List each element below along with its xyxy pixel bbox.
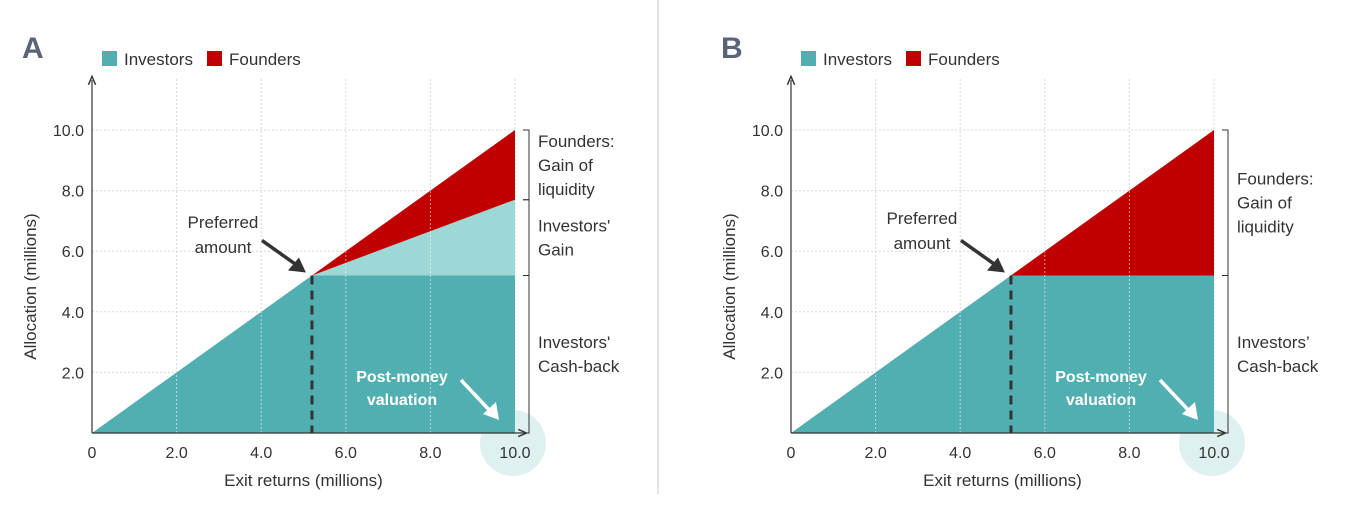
x-tick-label: 10.0	[499, 445, 530, 462]
post-money-arrow-shaft	[1158, 378, 1194, 416]
bracket	[523, 129, 530, 201]
y-tick-label: 6.0	[761, 244, 783, 261]
post-money-arrow-head	[483, 402, 499, 420]
post-money-label: valuation	[1066, 392, 1136, 409]
bracket-label: Cash-back	[1237, 357, 1319, 376]
y-tick-label: 4.0	[62, 305, 84, 322]
investors-area	[92, 275, 515, 433]
investors-gain-area	[311, 199, 515, 276]
post-money-label: Post-money	[1055, 369, 1147, 386]
y-tick-label: 8.0	[761, 184, 783, 201]
bracket	[523, 274, 530, 434]
preferred-amount-label: amount	[894, 234, 951, 253]
x-tick-label: 4.0	[250, 445, 272, 462]
bracket-label: liquidity	[1237, 218, 1294, 237]
legend-label: Investors	[124, 50, 193, 69]
legend-swatch	[206, 51, 222, 66]
panel-letter: B	[721, 32, 743, 65]
legend-swatch	[102, 51, 117, 66]
x-tick-label: 0	[88, 445, 97, 462]
bracket	[1222, 129, 1229, 276]
post-money-label: valuation	[367, 392, 437, 409]
x-tick-label: 6.0	[335, 445, 357, 462]
legend-label: Founders	[928, 50, 1000, 69]
preferred-arrow-shaft	[959, 239, 1000, 269]
legend-swatch	[905, 51, 921, 66]
bracket-label: Cash-back	[538, 357, 620, 376]
legend-swatch	[801, 51, 816, 66]
panel-letter: A	[22, 32, 44, 65]
preferred-arrow-head	[986, 257, 1005, 273]
post-money-label: Post-money	[356, 369, 448, 386]
bracket-label: Investors'	[538, 333, 610, 352]
y-tick-label: 2.0	[761, 365, 783, 382]
y-axis-label: Allocation (millions)	[720, 213, 739, 359]
y-tick-label: 4.0	[761, 305, 783, 322]
y-tick-label: 6.0	[62, 244, 84, 261]
x-tick-label: 2.0	[165, 445, 187, 462]
bracket-label: liquidity	[538, 180, 595, 199]
bracket-label: Gain of	[538, 156, 593, 175]
y-axis-label: Allocation (millions)	[21, 213, 40, 359]
bracket-label: Gain	[538, 241, 574, 260]
y-tick-label: 10.0	[53, 123, 84, 140]
x-tick-label: 10.0	[1198, 445, 1229, 462]
founders-area	[1010, 130, 1214, 276]
bracket-label: Founders:	[538, 132, 615, 151]
x-tick-label: 8.0	[1118, 445, 1140, 462]
bracket	[523, 199, 530, 276]
x-axis-label: Exit returns (millions)	[923, 471, 1082, 490]
y-tick-label: 8.0	[62, 184, 84, 201]
legend-label: Founders	[229, 50, 301, 69]
chart-panel-a: A Investors Founders 0 2.0 4.0 6.0 8.0 10.0 2.0 4.…	[21, 32, 620, 490]
preferred-amount-label: Preferred	[887, 209, 958, 228]
y-tick-label: 10.0	[752, 123, 783, 140]
bracket	[1222, 274, 1229, 434]
preferred-arrow-shaft	[260, 239, 301, 269]
preferred-amount-label: Preferred	[188, 213, 259, 232]
chart-panel-b: B Investors Founders 0 2.0 4.0 6.0 8.0 10.0 2.0 4.…	[720, 32, 1319, 490]
x-tick-label: 6.0	[1034, 445, 1056, 462]
y-tick-label: 2.0	[62, 365, 84, 382]
preferred-arrow-head	[287, 257, 306, 273]
x-tick-label: 4.0	[949, 445, 971, 462]
bracket-label: Gain of	[1237, 194, 1292, 213]
post-money-arrow-shaft	[459, 378, 495, 416]
bracket-label: Investors'	[538, 217, 610, 236]
x-tick-label: 0	[787, 445, 796, 462]
bracket-label: Investors’	[1237, 333, 1310, 352]
x-tick-label: 8.0	[419, 445, 441, 462]
legend-label: Investors	[823, 50, 892, 69]
investors-area	[791, 275, 1214, 433]
x-axis-label: Exit returns (millions)	[224, 471, 383, 490]
preferred-amount-label: amount	[195, 238, 252, 257]
post-money-arrow-head	[1182, 402, 1198, 420]
founders-area	[311, 130, 515, 276]
bracket-label: Founders:	[1237, 170, 1314, 189]
x-tick-label: 2.0	[864, 445, 886, 462]
